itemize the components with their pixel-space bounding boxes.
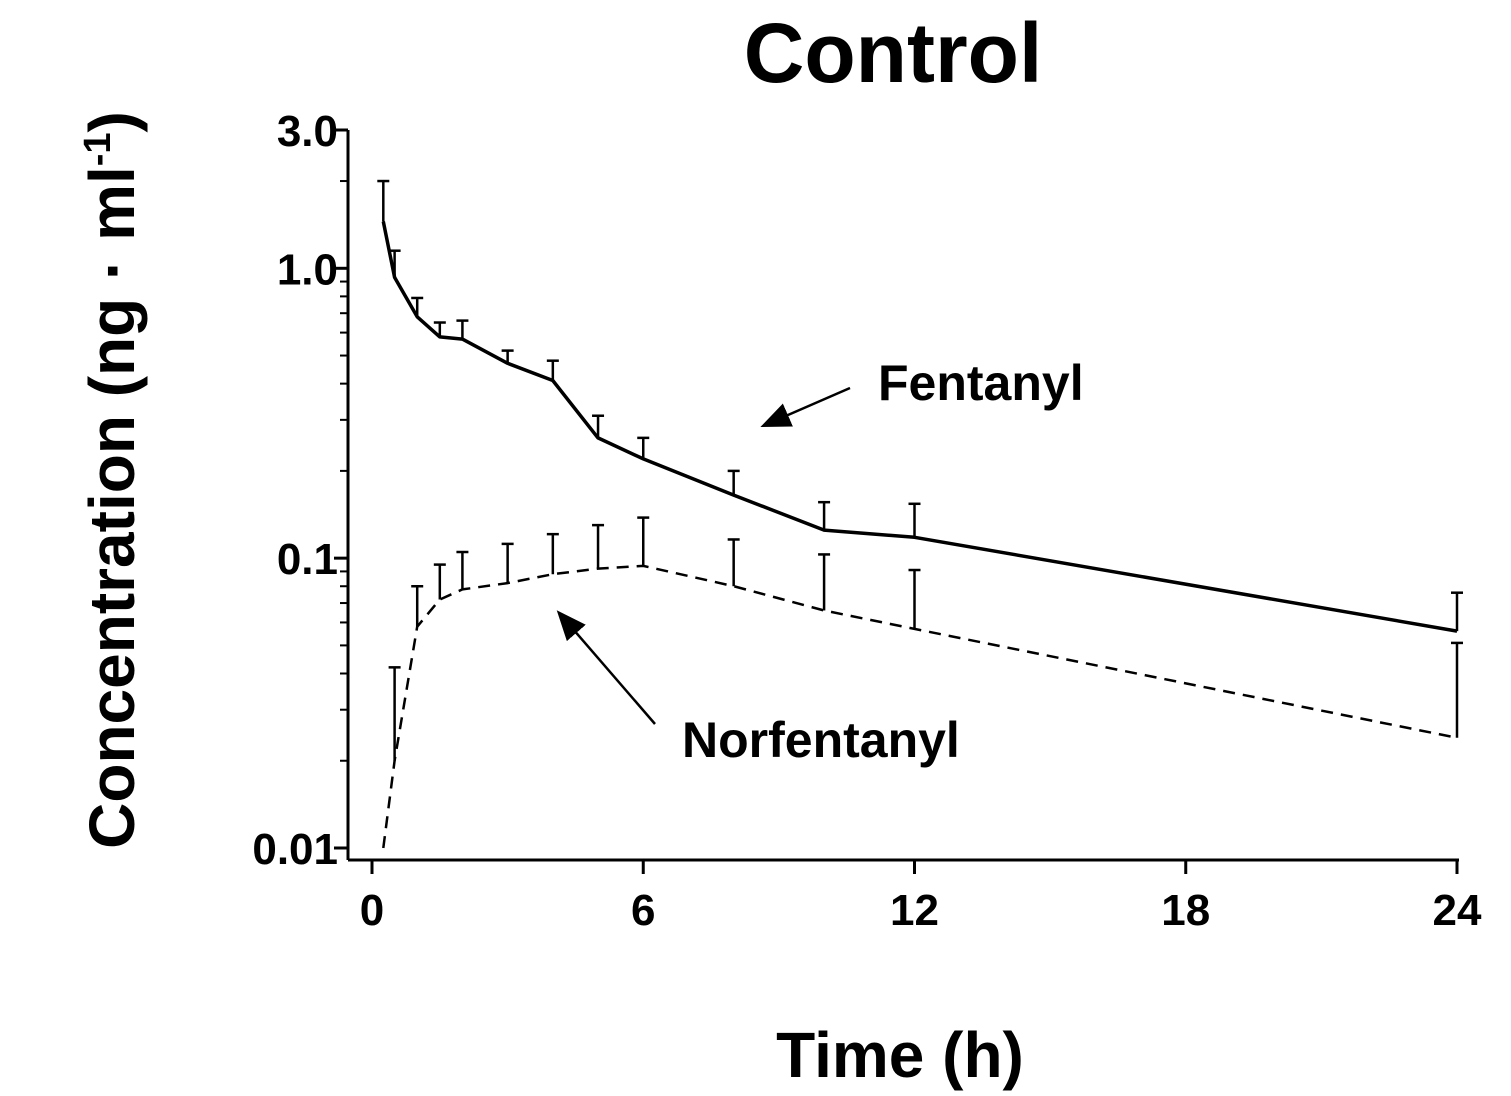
y-tick-label: 0.1 [277, 535, 338, 584]
y-tick-label: 0.01 [252, 825, 338, 874]
norfentanyl-series [382, 516, 1463, 849]
norfentanyl-annotation: Norfentanyl [682, 712, 960, 768]
x-axis-label: Time (h) [776, 1019, 1024, 1091]
axes [346, 130, 1459, 862]
y-tick-label: 1.0 [277, 245, 338, 294]
norfentanyl-line [382, 564, 1458, 849]
y-axis-label-main: Concentration (ng · ml [76, 166, 148, 849]
x-tick-label: 12 [890, 886, 939, 935]
fentanyl-series [377, 179, 1463, 633]
axis-ticks: 0 6 12 18 24 0.01 0.1 1.0 3.0 [252, 107, 1482, 935]
x-tick-label: 0 [360, 886, 384, 935]
norfentanyl-arrow [556, 610, 656, 725]
chart-title: Control [744, 6, 1043, 100]
fentanyl-arrow [760, 386, 851, 427]
y-axis-label-end: ) [76, 111, 148, 132]
x-tick-label: 6 [631, 886, 655, 935]
y-axis-label: Concentration (ng · ml-1) [76, 111, 148, 849]
series-layer [377, 179, 1463, 849]
fentanyl-annotation: Fentanyl [878, 355, 1084, 411]
x-tick-label: 24 [1433, 886, 1482, 935]
y-axis-label-superscript: -1 [77, 132, 119, 166]
annotation-layer: Fentanyl Norfentanyl [556, 355, 1084, 768]
x-tick-label: 18 [1161, 886, 1210, 935]
y-tick-label: 3.0 [277, 107, 338, 156]
